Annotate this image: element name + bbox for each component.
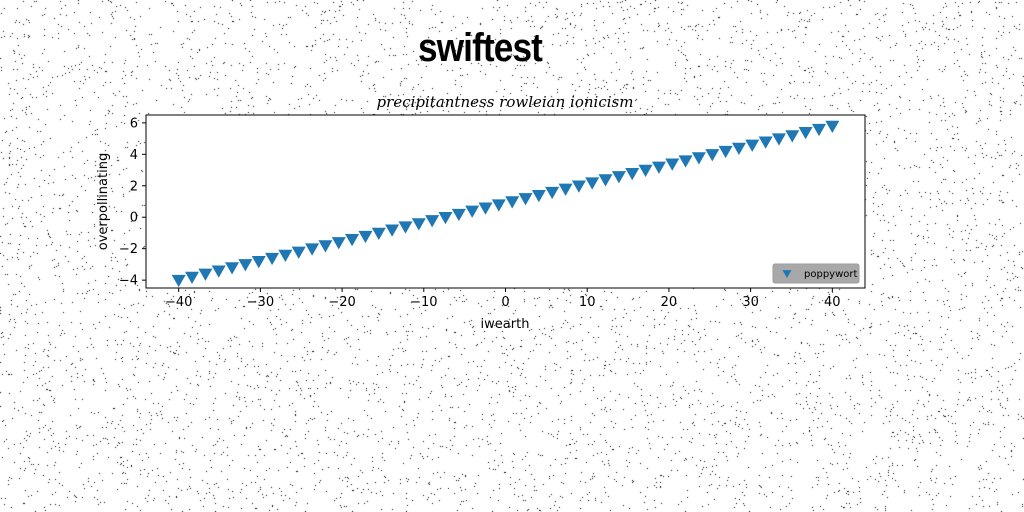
x-tick-label: 20 (661, 295, 678, 310)
legend: poppywort (772, 263, 860, 284)
data-point (665, 158, 680, 171)
data-point (518, 193, 533, 206)
data-point (331, 237, 346, 250)
data-point (705, 149, 720, 162)
data-point (745, 139, 760, 152)
data-point (558, 183, 573, 196)
data-point (825, 120, 840, 134)
data-point (611, 171, 626, 184)
data-point (171, 274, 186, 288)
data-point (478, 202, 493, 215)
data-point (198, 268, 213, 281)
data-point (531, 189, 546, 203)
chart-subtitle: precipitantness rowleian ionicism (377, 93, 634, 111)
legend-label: poppywort (804, 269, 857, 280)
data-point (425, 215, 440, 228)
data-point (651, 161, 666, 174)
data-point (371, 227, 386, 240)
y-axis-label: overpollinating (96, 153, 111, 250)
legend-marker-triangle-down (782, 270, 792, 278)
data-point (278, 249, 293, 262)
data-point (411, 218, 426, 231)
data-point (225, 262, 240, 275)
y-tick-label: 4 (130, 148, 138, 163)
data-point (638, 164, 653, 178)
data-point (758, 136, 773, 149)
data-point (291, 246, 306, 259)
data-point (691, 152, 706, 165)
data-point (438, 211, 453, 225)
data-point (318, 240, 333, 253)
y-tick-label: 6 (130, 116, 138, 131)
data-point (184, 271, 199, 284)
data-point (251, 256, 266, 269)
data-point (358, 230, 373, 244)
data-point (305, 243, 320, 256)
page-title: swiftest (417, 26, 543, 70)
y-tick-label: 0 (130, 211, 138, 226)
legend-box (772, 263, 860, 284)
x-tick-label: −40 (165, 295, 192, 310)
data-point (798, 127, 813, 140)
data-point (771, 133, 786, 146)
data-point (731, 142, 746, 156)
data-point (505, 196, 520, 209)
x-tick-label: −20 (328, 295, 355, 310)
x-tick-label: −30 (247, 295, 274, 310)
data-point (585, 177, 600, 190)
data-point (385, 224, 400, 237)
data-point (238, 259, 253, 272)
data-point (265, 252, 280, 266)
x-tick-label: 10 (579, 295, 596, 310)
x-tick-label: 0 (501, 295, 509, 310)
x-tick-label: 30 (742, 295, 759, 310)
data-point (571, 180, 586, 193)
y-tick-label: 2 (130, 179, 138, 194)
y-axis-ticks: −4 −2 0 2 4 6 (119, 116, 146, 289)
data-point (451, 208, 466, 222)
y-tick-label: −2 (119, 242, 138, 257)
data-point (625, 167, 640, 181)
data-point (545, 186, 560, 200)
x-tick-label: −10 (410, 295, 437, 310)
series-markers (171, 120, 840, 288)
data-point (678, 155, 693, 168)
data-point (785, 130, 800, 143)
data-point (718, 145, 733, 159)
data-point (211, 265, 226, 278)
x-axis-label: iwearth (481, 317, 530, 332)
x-axis-ticks: −40 −30 −20 −10 0 10 20 30 40 (165, 288, 841, 310)
data-point (465, 205, 480, 218)
data-point (491, 199, 506, 212)
data-point (812, 123, 827, 137)
data-point (398, 221, 413, 234)
x-tick-label: 40 (824, 295, 841, 310)
data-point (598, 174, 613, 187)
data-point (345, 233, 360, 247)
y-tick-label: −4 (119, 274, 138, 289)
